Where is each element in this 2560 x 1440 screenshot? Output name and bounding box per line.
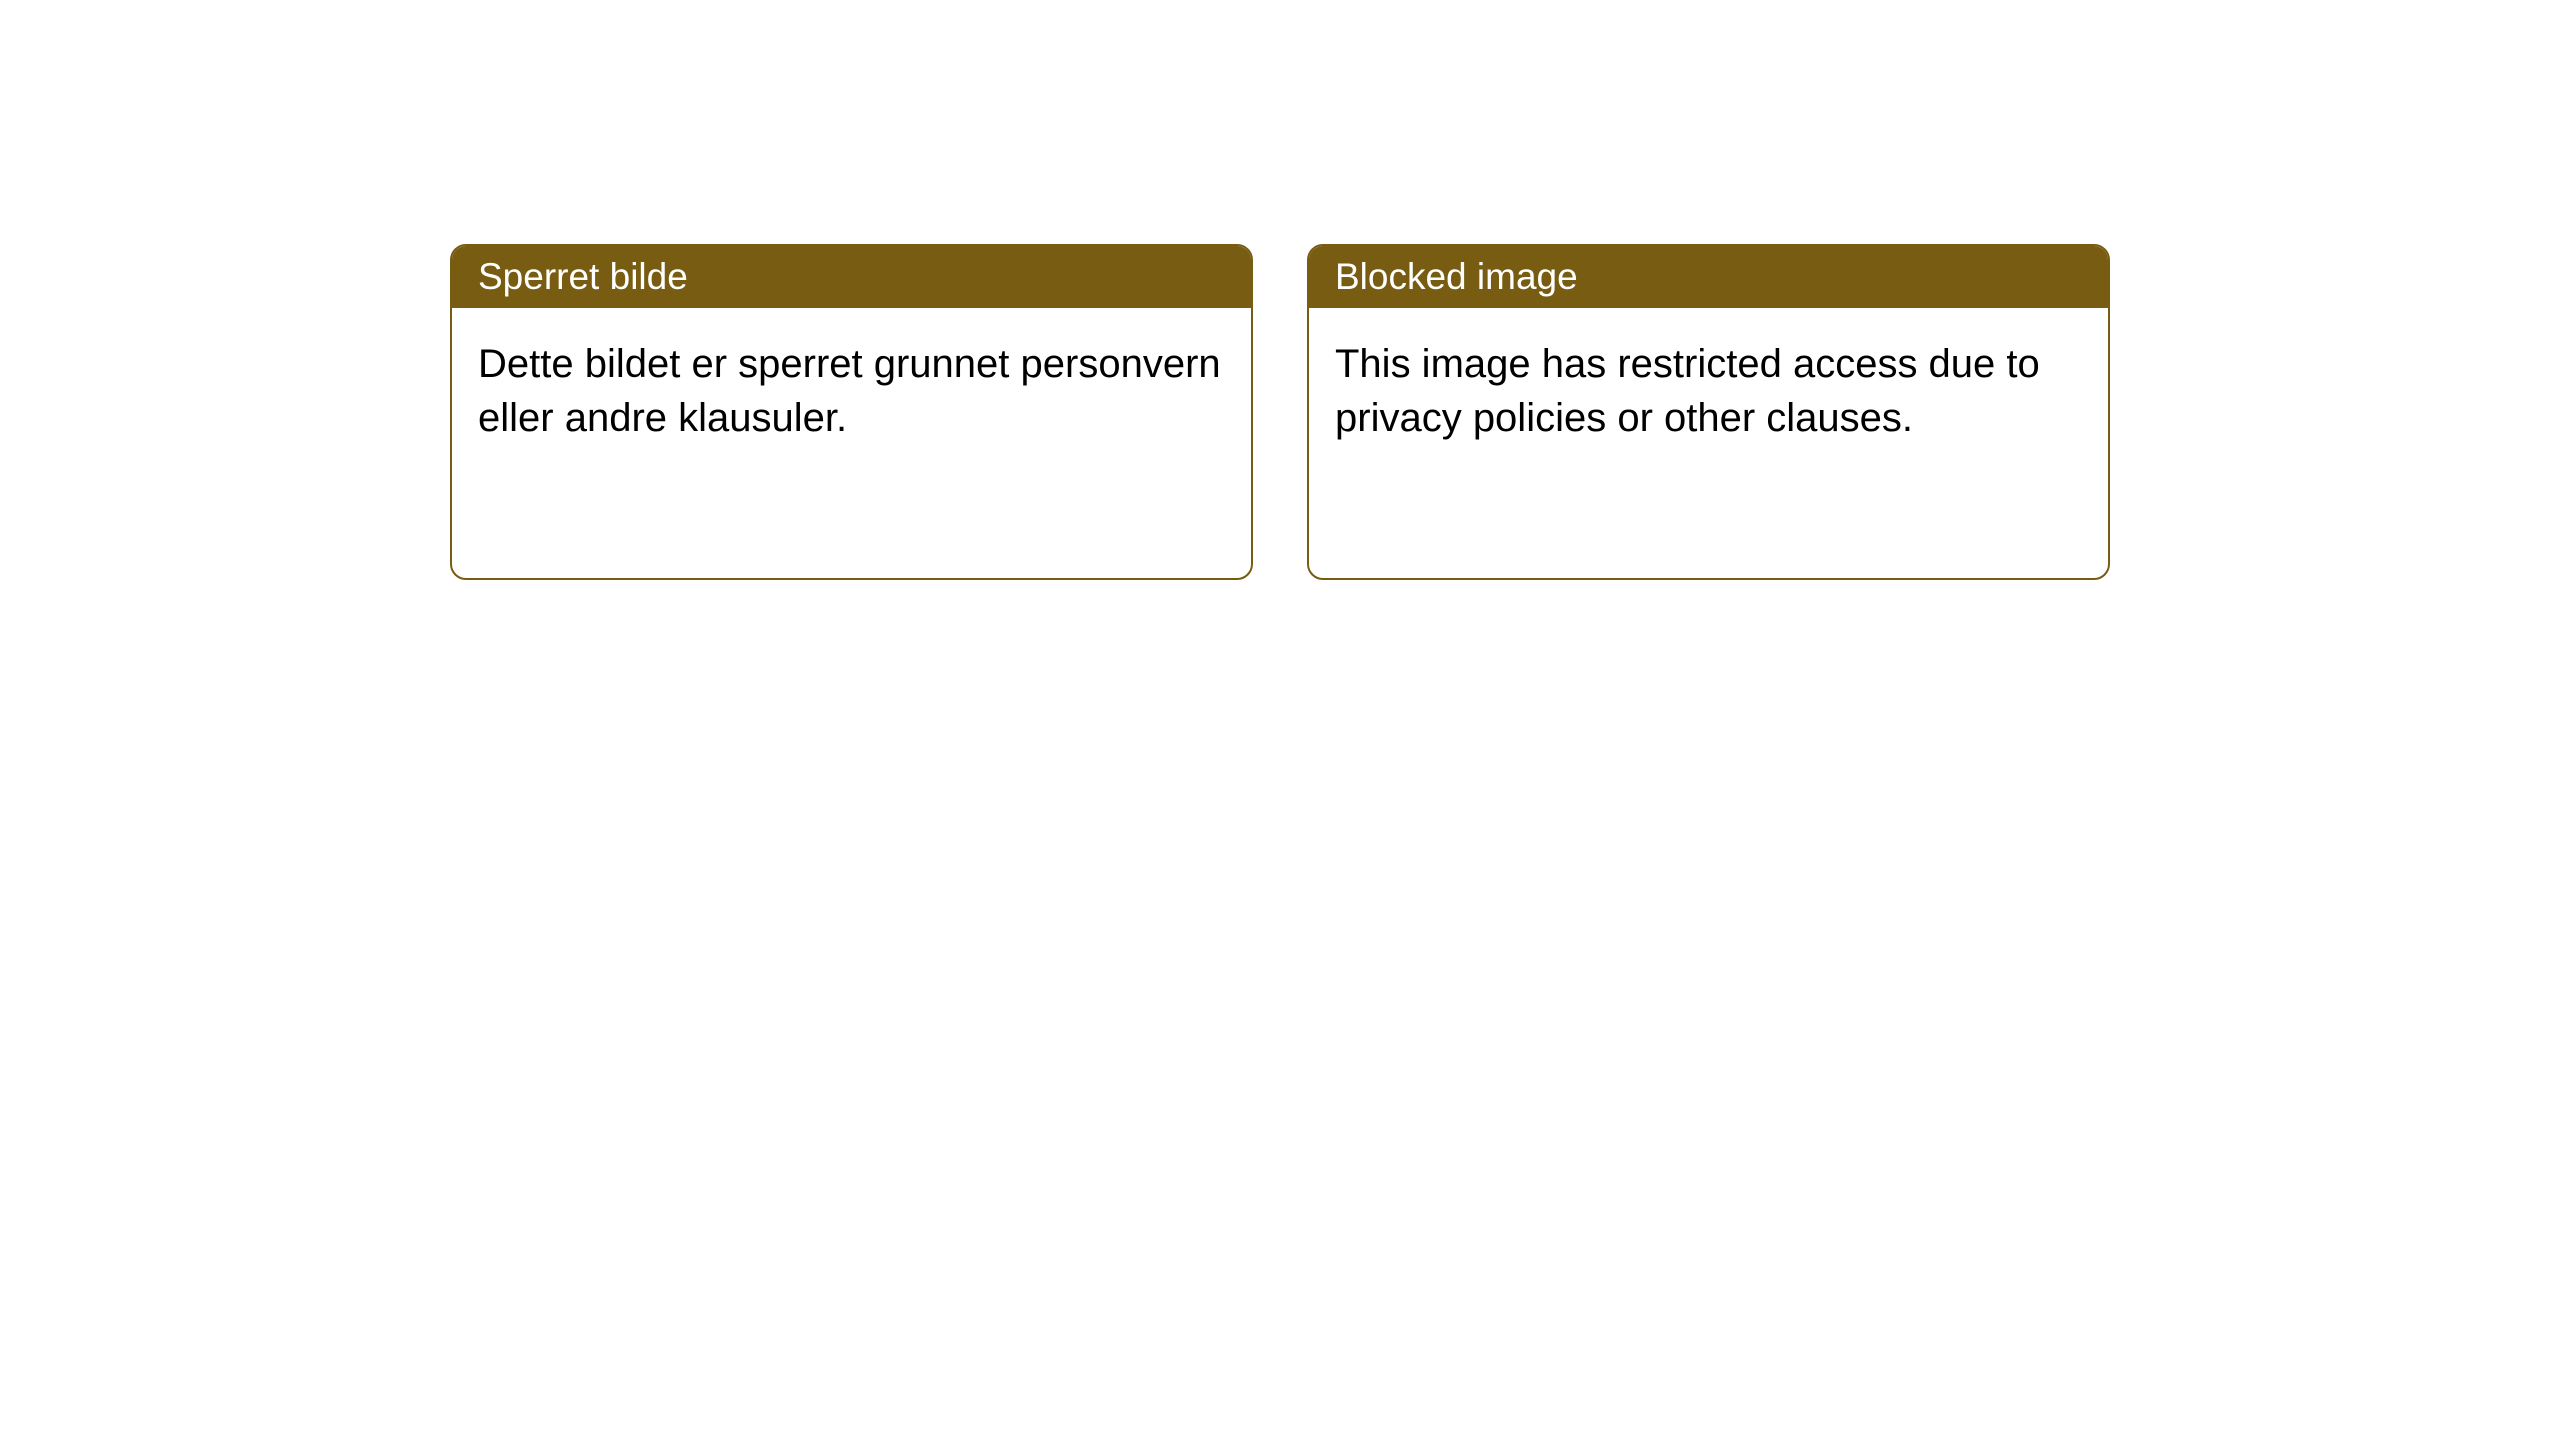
card-title-en: Blocked image xyxy=(1335,256,1578,297)
card-body-no: Dette bildet er sperret grunnet personve… xyxy=(452,308,1251,475)
card-title-no: Sperret bilde xyxy=(478,256,688,297)
notice-container: Sperret bilde Dette bildet er sperret gr… xyxy=(450,244,2110,580)
card-message-no: Dette bildet er sperret grunnet personve… xyxy=(478,342,1221,440)
card-header-no: Sperret bilde xyxy=(452,246,1251,308)
card-message-en: This image has restricted access due to … xyxy=(1335,342,2040,440)
card-body-en: This image has restricted access due to … xyxy=(1309,308,2108,475)
card-header-en: Blocked image xyxy=(1309,246,2108,308)
blocked-image-card-en: Blocked image This image has restricted … xyxy=(1307,244,2110,580)
blocked-image-card-no: Sperret bilde Dette bildet er sperret gr… xyxy=(450,244,1253,580)
